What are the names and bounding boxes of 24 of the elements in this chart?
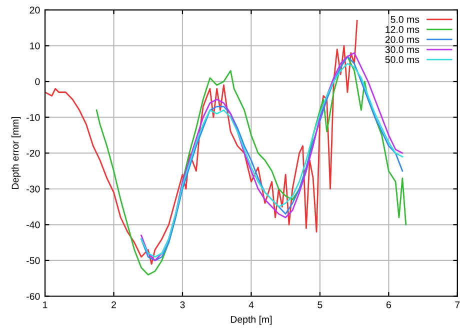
legend-label: 50.0 ms — [385, 56, 420, 64]
y-tick-label: -50 — [26, 257, 40, 264]
x-axis-title: Depth [m] — [230, 316, 272, 325]
y-tick-label: -30 — [26, 186, 40, 192]
y-tick-label: 20 — [30, 6, 40, 14]
x-tick-label: 2 — [112, 301, 116, 308]
line-series — [45, 20, 358, 265]
y-tick-label: 0 — [35, 78, 40, 86]
y-tick-label: -20 — [26, 150, 40, 157]
y-tick-label: -40 — [26, 221, 40, 228]
x-tick-label: 7 — [455, 301, 460, 308]
legend-label: 12.0 ms — [386, 26, 420, 33]
legend-label: 30.0 ms — [385, 46, 420, 54]
y-tick-label: -60 — [26, 292, 40, 300]
y-tick-label: -10 — [26, 114, 40, 121]
legend-label: 20.0 ms — [385, 36, 420, 43]
x-tick-label: 6 — [386, 301, 391, 308]
y-tick-label: 10 — [30, 42, 40, 50]
y-axis-title: Depth error [mm] — [12, 117, 21, 190]
legend-label: 5.0 ms — [390, 16, 420, 23]
x-tick-label: 3 — [180, 301, 185, 308]
x-tick-label: 5 — [318, 301, 322, 308]
x-tick-label: 1 — [43, 301, 48, 308]
x-tick-label: 4 — [248, 301, 254, 308]
